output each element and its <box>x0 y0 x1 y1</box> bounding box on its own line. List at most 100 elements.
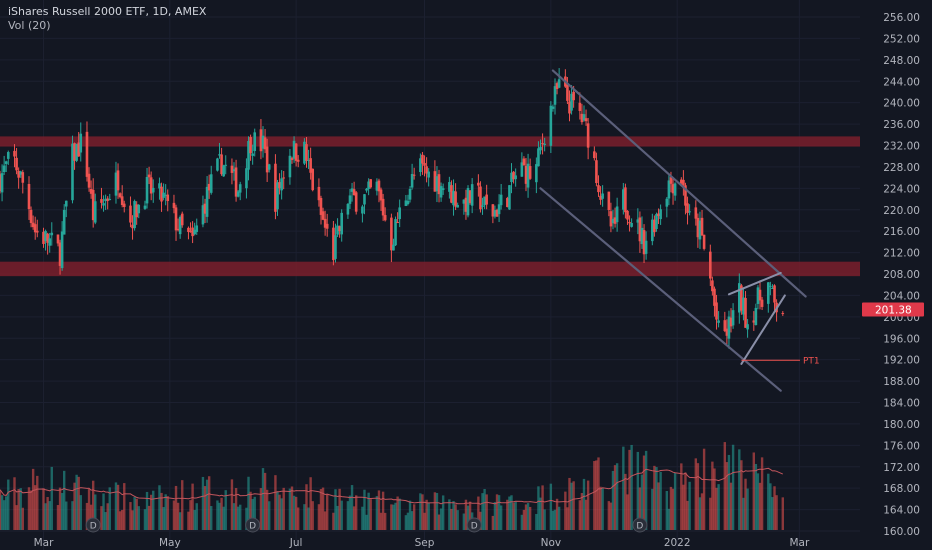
candle-body <box>715 302 718 320</box>
candle-body <box>234 167 238 197</box>
volume-bar <box>224 490 227 530</box>
candle-body <box>626 210 629 220</box>
candle-body <box>379 189 383 201</box>
volume-bar <box>160 492 163 530</box>
volume-bar <box>551 510 555 530</box>
candle-body <box>340 212 343 235</box>
volume-bar <box>464 499 468 530</box>
time-tick-label: Sep <box>415 537 435 549</box>
volume-bar <box>282 487 285 530</box>
candle-body <box>630 222 633 227</box>
volume-bar <box>466 505 470 530</box>
candle-body <box>114 172 118 196</box>
candle-body <box>651 219 654 242</box>
candle-body <box>746 324 749 330</box>
candle-body <box>570 93 573 111</box>
candle-body <box>19 171 23 175</box>
candle-body <box>671 184 675 194</box>
candle-body <box>102 203 105 206</box>
time-tick-label: Jul <box>289 537 303 549</box>
volume-bar <box>73 482 76 530</box>
candle-body <box>292 140 296 159</box>
candle-body <box>680 179 683 184</box>
volume-bar <box>640 474 644 530</box>
volume-bar <box>717 484 720 530</box>
candle-body <box>497 204 501 215</box>
volume-bar <box>425 499 428 530</box>
volume-bar <box>586 480 590 530</box>
candle-body <box>60 231 64 269</box>
volume-bar <box>725 462 729 530</box>
volume-bar <box>205 479 209 530</box>
volume-bar <box>497 495 501 530</box>
candle-body <box>601 193 604 199</box>
volume-bar <box>303 504 306 530</box>
volume-bar <box>680 463 683 530</box>
candle-body <box>506 198 509 208</box>
dividend-marker: D <box>632 517 648 533</box>
candle-body <box>433 171 437 192</box>
candle-body <box>73 143 76 161</box>
volume-bar <box>673 472 677 530</box>
channel-upper-line <box>551 69 807 298</box>
volume-bar <box>311 501 314 530</box>
volume-bar <box>448 499 451 530</box>
volume-bar <box>622 446 625 530</box>
volume-bar <box>696 463 700 530</box>
volume-bar <box>367 492 370 530</box>
candle-body <box>700 217 704 236</box>
candle-body <box>485 194 488 205</box>
candle-body <box>158 183 161 189</box>
volume-bar <box>630 444 633 530</box>
candle-body <box>628 222 631 224</box>
volume-bar <box>114 482 118 530</box>
volume-bar <box>135 498 138 530</box>
volume-bar <box>2 500 6 530</box>
volume-bar <box>427 502 430 530</box>
dividend-letter: D <box>90 522 97 532</box>
candle-body <box>452 190 455 206</box>
candle-body <box>31 222 35 228</box>
candle-body <box>419 158 422 173</box>
volume-bar <box>715 487 718 530</box>
candle-body <box>133 201 136 229</box>
volume-bar <box>42 488 45 530</box>
volume-bar <box>771 497 774 530</box>
volume-bar <box>361 506 364 530</box>
candle-body <box>549 105 553 146</box>
candle-body <box>479 186 482 210</box>
candle-body <box>599 195 602 200</box>
volume-bar <box>79 495 82 530</box>
candle-body <box>582 114 586 121</box>
volume-bar <box>671 488 675 530</box>
candle-body <box>187 227 190 232</box>
volume-bar <box>528 506 532 530</box>
candle-body <box>263 137 267 150</box>
triangle-bottom-line <box>740 294 786 365</box>
volume-bar <box>462 513 466 530</box>
dividend-marker: D <box>466 517 482 533</box>
volume-bar <box>222 506 225 530</box>
candle-body <box>224 164 228 166</box>
volume-bar <box>756 473 760 530</box>
volume-bar <box>116 484 120 530</box>
volume-bar <box>249 491 252 530</box>
volume-bar <box>50 466 53 530</box>
candle-body <box>655 214 658 230</box>
candle-body <box>338 226 341 232</box>
volume-bar <box>236 506 240 530</box>
volume-bar <box>709 497 712 530</box>
volume-bar <box>261 468 265 530</box>
volume-bar <box>437 514 441 530</box>
volume-bar <box>624 473 627 530</box>
candle-body <box>725 328 729 336</box>
candle-body <box>398 207 401 220</box>
candle-body <box>46 233 49 243</box>
volume-bar <box>58 487 62 530</box>
time-axis[interactable]: Mar May Jul Sep Nov 2022 Mar <box>34 537 810 549</box>
volume-bar <box>495 494 499 530</box>
price-axis[interactable]: 160.00 164.00 168.00 172.00 176.00 180.00 184.… <box>860 0 932 550</box>
volume-bar <box>15 505 18 530</box>
